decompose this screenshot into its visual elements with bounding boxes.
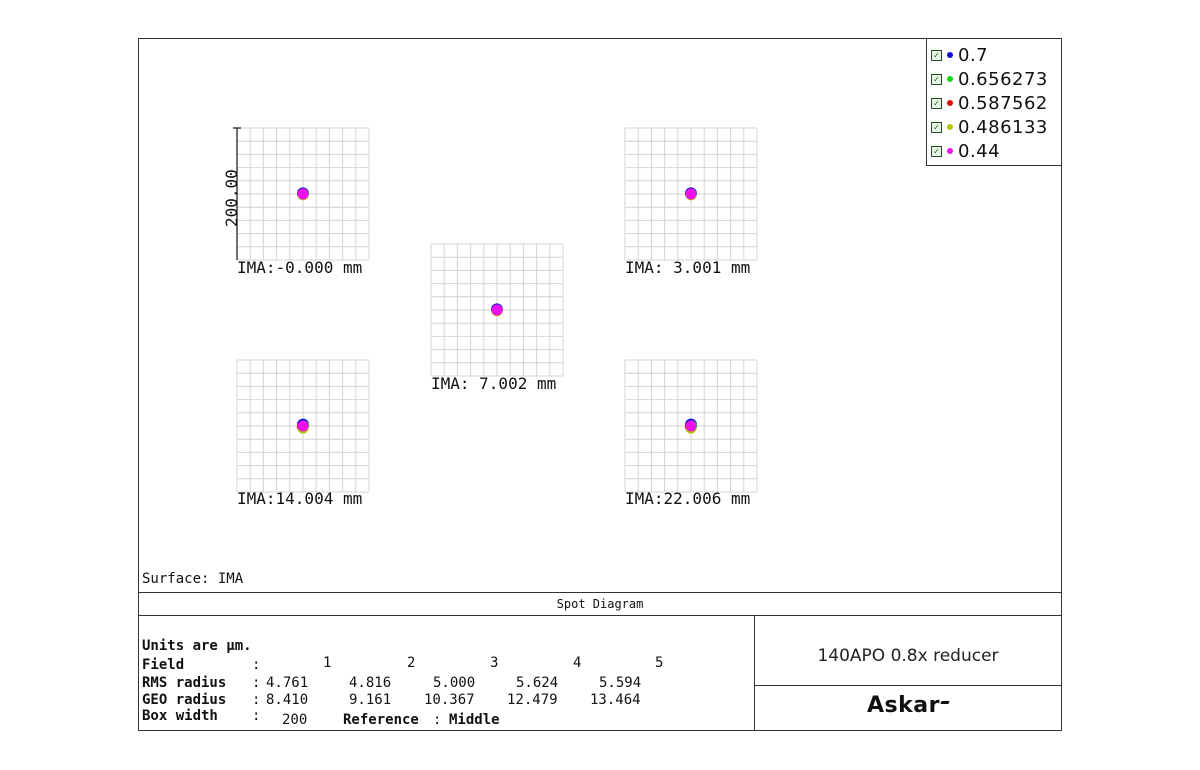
spot-point: [491, 304, 503, 316]
spot-grid-5: [624, 359, 758, 493]
rms-label: RMS radius: [142, 675, 227, 691]
field-value: 5: [655, 655, 664, 671]
legend-dot: [947, 148, 953, 154]
spot-grid-4: [236, 359, 370, 493]
divider: [138, 615, 1062, 616]
wavelength-legend: ✓ 0.7 ✓ 0.656273 ✓ 0.587562 ✓ 0.486133 ✓…: [926, 38, 1062, 166]
spot-3: [491, 303, 503, 317]
field-value: 2: [407, 655, 416, 671]
geo-value: 9.161: [349, 692, 392, 708]
spot-label-2: IMA: 3.001 mm: [625, 258, 750, 277]
spot-point: [685, 188, 697, 200]
spot-diagram-plot: 200.00 IMA:-0.000 mm IMA: 3.001 mm IMA: …: [222, 127, 758, 508]
spot-grid-2: [624, 127, 758, 261]
divider: [138, 592, 1062, 593]
geo-label: GEO radius: [142, 692, 227, 708]
spot-grid-3: [430, 243, 564, 377]
divider: [754, 615, 755, 731]
legend-item-2[interactable]: ✓ 0.656273: [931, 68, 1048, 90]
legend-label: 0.7: [958, 44, 989, 66]
box-width-label: Box width: [142, 708, 218, 724]
legend-dot: [947, 52, 953, 58]
colon: :: [252, 657, 261, 673]
spot-point: [297, 188, 309, 200]
divider: [754, 685, 1062, 686]
legend-item-1[interactable]: ✓ 0.7: [931, 44, 988, 66]
rms-value: 4.761: [266, 675, 309, 691]
legend-dot: [947, 100, 953, 106]
box-width-value: 200: [282, 712, 308, 728]
legend-item-3[interactable]: ✓ 0.587562: [931, 92, 1048, 114]
legend-label: 0.44: [958, 140, 1001, 162]
checkbox-icon[interactable]: ✓: [931, 97, 942, 109]
spot-label-4: IMA:14.004 mm: [237, 489, 362, 508]
field-value: 4: [573, 655, 582, 671]
project-title: 140APO 0.8x reducer: [817, 646, 999, 666]
geo-value: 12.479: [507, 692, 558, 708]
spot-grid-1: [236, 127, 370, 261]
field-label: Field: [142, 657, 185, 673]
legend-label: 0.587562: [958, 92, 1048, 114]
checkbox-icon[interactable]: ✓: [931, 121, 942, 133]
legend-label: 0.486133: [958, 116, 1048, 138]
brand-logo: Askar: [754, 693, 1062, 718]
reference-label: Reference: [343, 712, 419, 728]
rms-value: 5.000: [433, 675, 476, 691]
legend-item-4[interactable]: ✓ 0.486133: [931, 116, 1048, 138]
spot-point: [685, 420, 697, 432]
legend-dot: [947, 76, 953, 82]
units-label: Units are µm.: [142, 638, 252, 654]
legend-label: 0.656273: [958, 68, 1048, 90]
rms-value: 4.816: [349, 675, 392, 691]
colon: :: [252, 692, 261, 708]
spot-1: [297, 187, 309, 201]
geo-value: 13.464: [590, 692, 641, 708]
checkbox-icon[interactable]: ✓: [931, 145, 942, 157]
reference-value: Middle: [449, 712, 500, 728]
legend-item-5[interactable]: ✓ 0.44: [931, 140, 1000, 162]
spot-label-5: IMA:22.006 mm: [625, 489, 750, 508]
brand-name: Askar: [867, 693, 940, 718]
field-value: 1: [323, 655, 332, 671]
spot-2: [685, 187, 697, 201]
checkbox-icon[interactable]: ✓: [931, 73, 942, 85]
diagram-frame: [138, 38, 1062, 731]
geo-value: 8.410: [266, 692, 309, 708]
colon: :: [252, 675, 261, 691]
spot-4: [296, 418, 310, 434]
rms-value: 5.594: [599, 675, 642, 691]
spot-label-3: IMA: 7.002 mm: [431, 374, 556, 393]
geo-value: 10.367: [424, 692, 475, 708]
legend-dot: [947, 124, 953, 130]
spot-5: [684, 418, 698, 434]
spot-point: [297, 420, 309, 432]
surface-label: Surface: IMA: [142, 571, 244, 587]
diagram-title: Spot Diagram: [556, 597, 644, 611]
scale-label: 200.00: [222, 169, 241, 227]
rms-value: 5.624: [516, 675, 559, 691]
colon: :: [252, 708, 261, 724]
spot-label-1: IMA:-0.000 mm: [237, 258, 362, 277]
colon: :: [433, 712, 442, 728]
brand-mark-icon: [940, 701, 950, 704]
field-value: 3: [490, 655, 499, 671]
checkbox-icon[interactable]: ✓: [931, 49, 942, 61]
